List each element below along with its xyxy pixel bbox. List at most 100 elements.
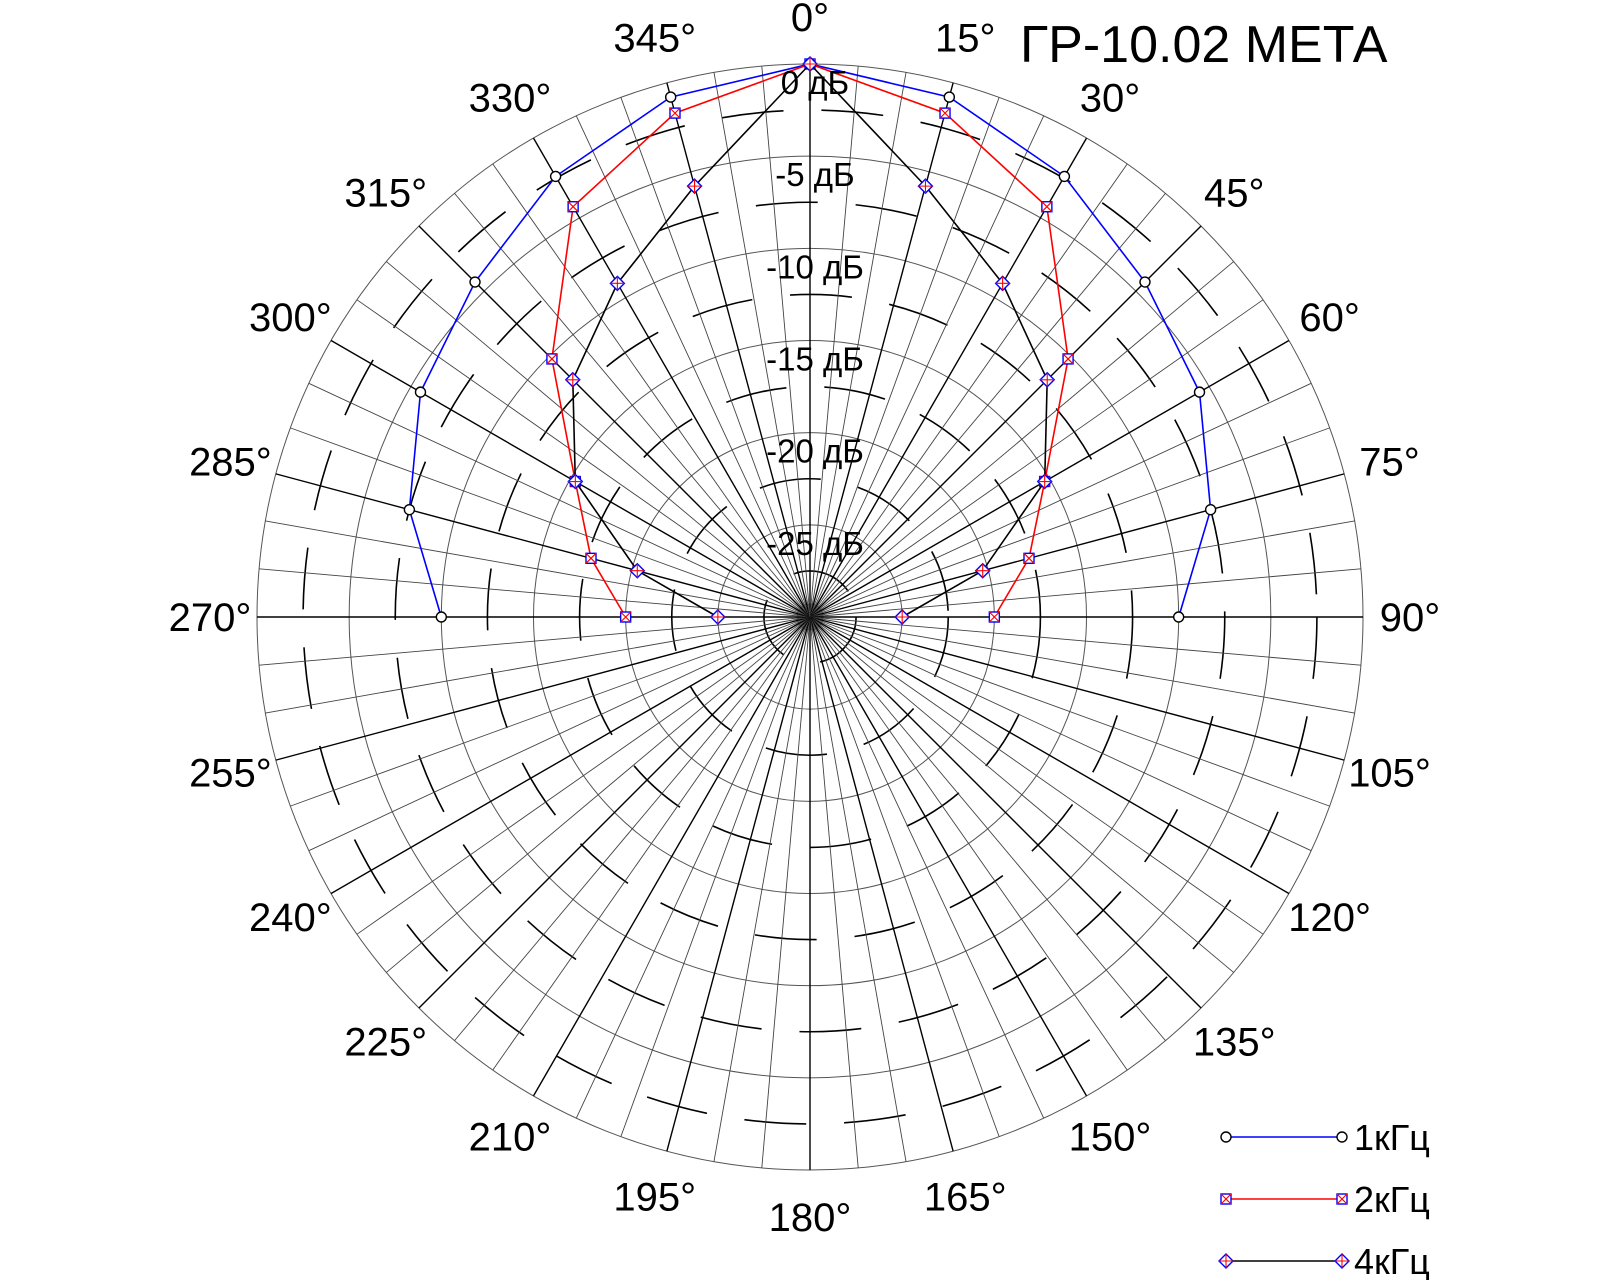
spoke-major — [275, 473, 811, 618]
angle-tick-label: 0° — [791, 0, 829, 40]
data-point — [403, 503, 416, 516]
legend-label: 2кГц — [1354, 1179, 1430, 1220]
spoke-minor — [809, 616, 1000, 1137]
spoke-minor — [809, 568, 1361, 618]
data-point-cross — [546, 353, 558, 365]
data-point-cross — [1040, 372, 1055, 387]
legend: 1кГц 2кГц 4кГц — [1218, 1117, 1430, 1282]
spoke-minor — [809, 616, 907, 1162]
angle-tick-label: 255° — [189, 751, 272, 795]
angle-tick-label: 120° — [1288, 896, 1371, 940]
spoke-minor — [809, 616, 1355, 714]
spoke-minor — [265, 616, 811, 714]
angle-tick-label: 90° — [1380, 596, 1441, 640]
spoke-minor — [386, 261, 811, 618]
angle-tick-label: 60° — [1299, 296, 1360, 340]
radial-tick-label: -15 дБ — [766, 341, 864, 378]
series-2 — [564, 56, 1056, 625]
spoke-minor — [290, 616, 811, 807]
data-point — [664, 91, 677, 103]
legend-marker — [1336, 1131, 1348, 1143]
data-point-cross — [585, 552, 597, 564]
data-point-cross — [939, 107, 951, 119]
spoke-minor — [308, 382, 811, 618]
data-point-cross — [803, 57, 817, 71]
angle-tick-label: 195° — [613, 1176, 696, 1220]
legend-marker-cross — [1336, 1193, 1348, 1205]
spoke-major — [809, 137, 1088, 618]
spoke-minor — [761, 66, 811, 618]
chart-title: ГР-10.02 МЕТА — [1020, 16, 1388, 74]
angle-tick-label: 345° — [613, 16, 696, 60]
spoke-minor — [761, 616, 811, 1168]
spoke-minor — [620, 97, 811, 618]
spoke-major — [809, 616, 954, 1152]
spoke-minor — [809, 520, 1355, 618]
data-point — [435, 611, 448, 623]
spoke-major — [275, 616, 811, 761]
spoke-minor — [809, 616, 1312, 852]
data-point-cross — [710, 610, 725, 624]
spoke-minor — [713, 616, 811, 1162]
spoke-minor — [386, 616, 811, 973]
data-point-cross — [918, 179, 933, 194]
spoke-minor — [259, 616, 811, 666]
angle-tick-label: 15° — [935, 16, 996, 60]
data-point-cross — [567, 201, 579, 213]
legend-item: 1кГц — [1220, 1117, 1430, 1158]
legend-label: 4кГц — [1354, 1241, 1430, 1280]
data-point — [1058, 170, 1071, 183]
data-point-cross — [568, 474, 583, 489]
angle-tick-label: 270° — [169, 596, 252, 640]
spoke-minor — [809, 115, 1045, 618]
spoke-major — [532, 616, 811, 1097]
radial-tick-label: 0 дБ — [781, 64, 849, 101]
data-point — [1172, 611, 1185, 623]
data-point — [549, 170, 562, 183]
data-point-cross — [620, 611, 632, 623]
spoke-minor — [809, 616, 1234, 973]
spoke-major — [809, 616, 1345, 761]
angle-tick-label: 315° — [344, 172, 427, 216]
spoke-minor — [308, 616, 811, 852]
spoke-minor — [265, 520, 811, 618]
radial-tick-label: -20 дБ — [766, 433, 864, 470]
data-point-cross — [565, 372, 580, 387]
spoke-minor — [809, 97, 1000, 618]
data-point-cross — [1037, 474, 1052, 489]
spoke-minor — [809, 616, 1166, 1041]
spoke-major — [418, 225, 811, 618]
data-point-cross — [995, 276, 1010, 291]
data-point — [1204, 503, 1217, 516]
angle-tick-label: 135° — [1193, 1020, 1276, 1064]
angle-tick-label: 180° — [769, 1196, 852, 1240]
data-point — [1139, 276, 1151, 288]
data-point-cross — [630, 563, 645, 578]
spoke-minor — [809, 193, 1166, 618]
angle-tick-label: 225° — [344, 1020, 427, 1064]
spoke-minor — [713, 72, 811, 618]
angle-tick-label: 105° — [1348, 751, 1431, 795]
spoke-minor — [454, 193, 811, 618]
spoke-minor — [809, 427, 1330, 618]
angle-tick-label: 300° — [249, 296, 332, 340]
data-point-cross — [988, 611, 1000, 623]
spoke-minor — [356, 616, 811, 935]
spoke-minor — [809, 163, 1128, 618]
radial-tick-label: -25 дБ — [766, 525, 864, 562]
spoke-minor — [492, 616, 811, 1071]
spoke-minor — [809, 66, 859, 618]
legend-item: 4кГц — [1218, 1241, 1430, 1282]
data-point-cross — [1023, 552, 1035, 564]
data-point-cross — [975, 563, 990, 578]
legend-marker-cross — [1220, 1193, 1232, 1205]
spoke-minor — [492, 163, 811, 618]
spoke-minor — [575, 616, 811, 1119]
spoke-minor — [809, 616, 859, 1168]
spoke-major — [809, 82, 954, 618]
spoke-major — [330, 616, 811, 895]
spoke-major — [809, 616, 1290, 895]
spoke-minor — [290, 427, 811, 618]
